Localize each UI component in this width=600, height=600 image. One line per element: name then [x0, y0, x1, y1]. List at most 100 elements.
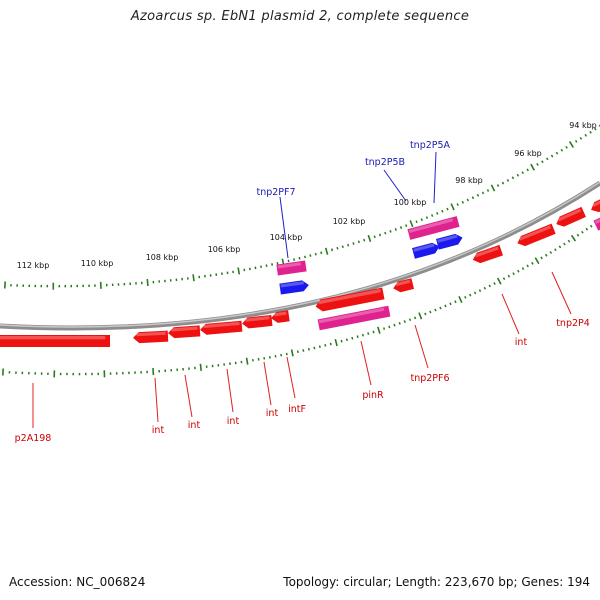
minor-tick-inner [563, 242, 566, 246]
minor-tick-inner [413, 316, 417, 320]
leader-line-red [226, 368, 234, 413]
minor-tick-inner [454, 300, 457, 304]
label-int: int [227, 416, 240, 427]
label-int: int [188, 420, 201, 431]
gene-int-5 [472, 244, 503, 264]
gene-intF [271, 310, 290, 323]
leader-line-red [154, 377, 159, 423]
minor-tick-inner [469, 293, 472, 297]
minor-tick-inner [280, 353, 283, 357]
label-int: int [152, 425, 165, 436]
minor-tick-outer [436, 212, 439, 215]
minor-tick-outer [373, 235, 376, 239]
gene-pinR-adjacent [315, 287, 385, 312]
major-tick-outer [367, 234, 372, 243]
gene-small [393, 278, 415, 293]
minor-tick-inner [531, 261, 534, 265]
minor-tick-outer [511, 176, 515, 180]
tick-labels: 112 kbp 110 kbp 108 kbp 106 kbp 104 kbp 102 k… [17, 121, 597, 270]
minor-tick-outer [431, 214, 434, 217]
minor-tick-inner [464, 295, 467, 299]
minor-tick-outer [384, 231, 387, 235]
minor-tick-outer [254, 266, 257, 270]
minor-tick-inner [478, 289, 482, 293]
minor-tick-inner [558, 245, 562, 249]
minor-tick-inner [540, 256, 543, 260]
minor-tick-outer [506, 179, 510, 182]
minor-tick-inner [424, 312, 427, 316]
label-tnp2P5B: tnp2P5B [365, 157, 405, 168]
leader-line-red [360, 340, 372, 386]
tick-label: 106 kbp [208, 245, 241, 254]
minor-tick-outer [363, 238, 366, 242]
topology-text: Topology: circular; Length: 223,670 bp; … [283, 575, 590, 589]
minor-tick-outer [446, 207, 449, 211]
minor-tick-outer [425, 216, 429, 219]
minor-tick-inner [576, 233, 580, 237]
minor-tick-outer [545, 157, 549, 161]
minor-tick-outer [347, 243, 350, 247]
minor-tick-outer [481, 191, 485, 195]
minor-tick-outer [461, 200, 464, 204]
minor-tick-inner [439, 306, 442, 310]
label-int: int [515, 337, 528, 348]
minor-tick-inner [507, 274, 511, 278]
minor-tick-outer [579, 136, 583, 140]
tick-label: 108 kbp [146, 253, 179, 262]
minor-tick-outer [399, 226, 403, 229]
minor-tick-outer [276, 261, 279, 265]
minor-tick-inner [302, 349, 305, 352]
minor-tick-outer [589, 130, 592, 134]
label-intF: intF [288, 404, 306, 415]
leader-line-blue [279, 196, 289, 259]
major-tick-inner [496, 277, 502, 285]
minor-tick-outer [389, 229, 392, 233]
minor-tick-outer [265, 264, 268, 267]
major-tick-inner [458, 295, 463, 304]
inner-tick-track [2, 218, 600, 378]
gene-int-2 [168, 325, 201, 339]
minor-tick-inner [429, 310, 432, 314]
minor-tick-inner [372, 330, 375, 334]
major-tick-outer [324, 247, 329, 255]
minor-tick-outer [496, 184, 500, 187]
major-tick-outer [450, 203, 455, 211]
leader-line-red [184, 374, 193, 418]
minor-tick-inner [512, 272, 515, 276]
minor-tick-outer [330, 248, 334, 252]
major-tick-inner [290, 349, 294, 357]
minor-tick-outer [501, 181, 505, 185]
minor-tick-outer [593, 127, 597, 131]
minor-tick-inner [517, 269, 520, 273]
minor-tick-inner [434, 308, 437, 312]
minor-tick-inner [581, 230, 584, 234]
label-tnp2PF6: tnp2PF6 [410, 373, 449, 384]
leader-line-red [414, 324, 429, 369]
major-tick-outer [192, 274, 195, 282]
label-leader-lines [32, 151, 572, 428]
major-tick-outer [409, 220, 414, 228]
minor-tick-outer [336, 246, 339, 250]
minor-tick-inner [449, 302, 452, 306]
minor-tick-outer [456, 203, 459, 207]
page-title: Azoarcus sp. EbN1 plasmid 2, complete se… [130, 9, 470, 24]
tick-label: 98 kbp [455, 176, 483, 185]
minor-tick-outer [441, 209, 444, 213]
minor-tick-inner [361, 333, 365, 337]
leader-line-red [286, 356, 296, 399]
label-tnp2P5A: tnp2P5A [410, 140, 451, 151]
minor-tick-outer [541, 160, 544, 164]
minor-tick-outer [526, 168, 529, 172]
minor-tick-inner [329, 342, 332, 346]
minor-tick-outer [584, 133, 588, 137]
tick-label: 96 kbp [514, 149, 542, 158]
accession-text: Accession: NC_006824 [9, 575, 146, 589]
minor-tick-outer [287, 259, 290, 263]
minor-tick-outer [271, 263, 274, 266]
minor-tick-inner [444, 304, 447, 308]
label-tnp2PF7: tnp2PF7 [256, 187, 295, 198]
minor-tick-inner [285, 352, 288, 356]
minor-tick-outer [394, 228, 397, 231]
gene-tnp2P4 [556, 206, 586, 227]
gene-edge-red [591, 195, 600, 213]
